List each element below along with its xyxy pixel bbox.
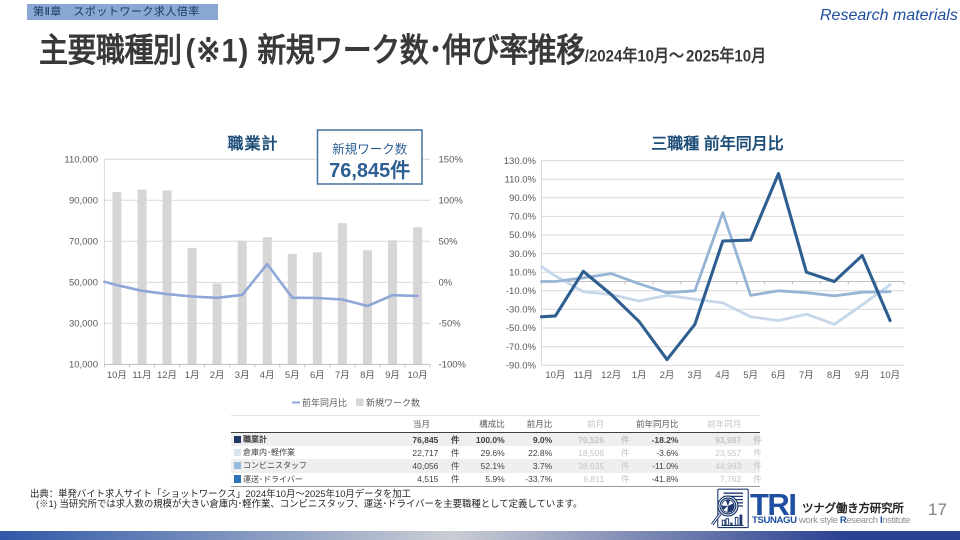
svg-text:70.0%: 70.0% [509,212,536,223]
svg-text:10月: 10月 [880,370,900,381]
svg-text:0%: 0% [439,278,453,289]
svg-text:10月: 10月 [545,370,565,381]
svg-text:8月: 8月 [827,370,842,381]
svg-text:-90.0%: -90.0% [506,360,537,371]
svg-text:110,000: 110,000 [64,155,98,166]
svg-text:8月: 8月 [360,370,375,381]
svg-text:3月: 3月 [235,370,250,381]
svg-text:-30.0%: -30.0% [506,305,537,316]
svg-text:5月: 5月 [285,370,300,381]
svg-text:7月: 7月 [799,370,814,381]
svg-text:-100%: -100% [439,360,467,371]
svg-text:70,000: 70,000 [69,237,98,248]
svg-text:9月: 9月 [385,370,400,381]
svg-text:100%: 100% [439,196,464,207]
svg-text:2月: 2月 [210,370,225,381]
svg-text:90,000: 90,000 [69,196,98,207]
svg-text:11月: 11月 [132,370,151,381]
svg-text:前年同月比: 前年同月比 [302,397,347,408]
svg-text:10月: 10月 [107,370,127,381]
svg-text:4月: 4月 [715,370,730,381]
svg-text:11月: 11月 [574,370,593,381]
svg-text:6月: 6月 [771,370,786,381]
svg-text:4月: 4月 [260,370,275,381]
svg-text:7月: 7月 [335,370,350,381]
svg-text:150%: 150% [439,155,464,166]
svg-text:30.0%: 30.0% [509,249,536,260]
svg-text:6月: 6月 [310,370,325,381]
svg-text:-10.0%: -10.0% [506,286,537,297]
svg-text:10,000: 10,000 [69,360,98,371]
svg-text:5月: 5月 [743,370,758,381]
svg-text:12月: 12月 [157,370,177,381]
svg-text:30,000: 30,000 [69,319,98,330]
svg-text:職業計: 職業計 [227,134,278,153]
svg-text:-50.0%: -50.0% [506,323,537,334]
svg-text:3月: 3月 [688,370,703,381]
svg-text:50.0%: 50.0% [509,230,536,241]
svg-text:9月: 9月 [855,370,870,381]
svg-text:新規ワーク数: 新規ワーク数 [332,142,408,157]
svg-text:12月: 12月 [601,370,621,381]
svg-text:新規ワーク数: 新規ワーク数 [366,397,420,408]
svg-text:76,845件: 76,845件 [329,158,410,182]
svg-text:50,000: 50,000 [69,278,98,289]
svg-text:2月: 2月 [660,370,675,381]
svg-text:-70.0%: -70.0% [506,342,537,353]
svg-text:三職種 前年同月比: 三職種 前年同月比 [651,134,783,153]
svg-text:-50%: -50% [439,319,462,330]
svg-text:10.0%: 10.0% [509,267,536,278]
svg-text:50%: 50% [439,237,459,248]
svg-text:110.0%: 110.0% [504,174,536,185]
svg-text:1月: 1月 [185,370,200,381]
svg-text:90.0%: 90.0% [509,193,536,204]
svg-text:130.0%: 130.0% [504,156,537,167]
svg-text:1月: 1月 [632,370,647,381]
svg-text:10月: 10月 [408,370,428,381]
